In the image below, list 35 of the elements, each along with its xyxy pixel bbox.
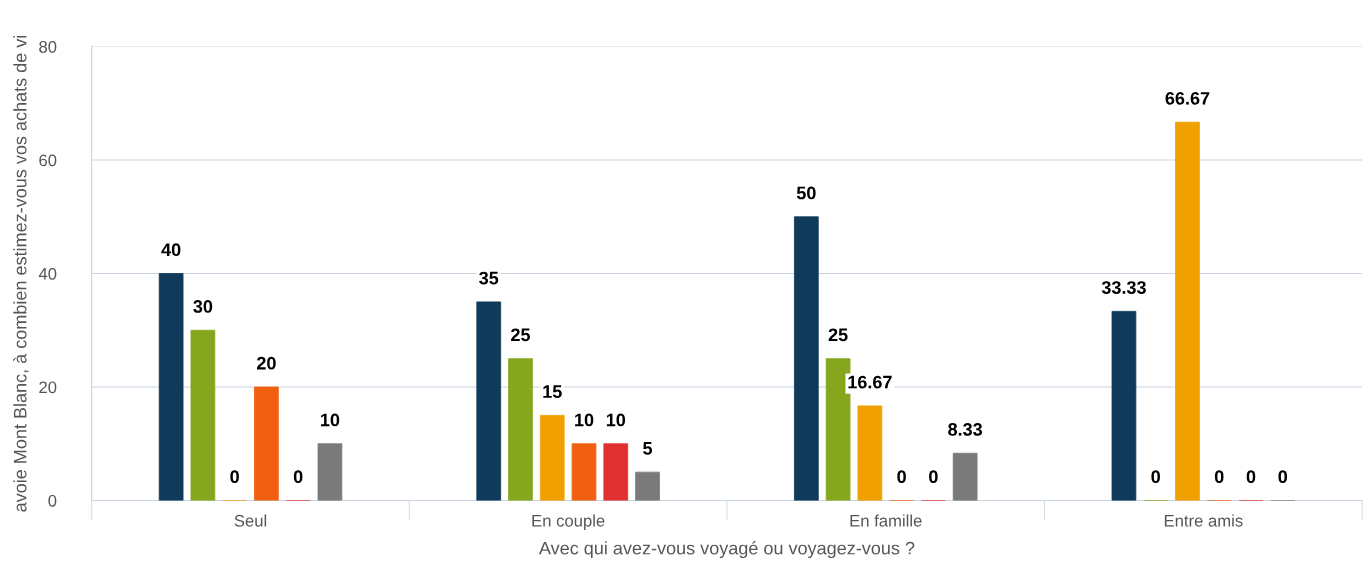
data-label: 15 (543, 385, 562, 398)
x-tick-label: Entre amis (1164, 514, 1243, 527)
data-label: 0 (230, 470, 239, 484)
data-label: 25 (828, 328, 848, 342)
data-label: 50 (796, 186, 816, 200)
data-label: 0 (293, 470, 303, 484)
data-label: 33.33 (1101, 281, 1146, 294)
data-label: 20 (256, 356, 276, 370)
y-tick-label: 20 (39, 381, 57, 394)
data-label: 35 (479, 271, 499, 285)
data-label: 16.67 (848, 375, 892, 389)
x-tick-label: En couple (532, 514, 605, 530)
data-label: 5 (643, 442, 653, 455)
data-label: 10 (606, 413, 626, 427)
data-label: 0 (1246, 470, 1256, 484)
y-axis-title: avoie Mont Blanc, à combien estimez-vous vos achats de vi (13, 35, 29, 512)
data-label: 25 (511, 328, 531, 342)
y-tick-label: 60 (39, 154, 57, 167)
x-axis-title: Avec qui avez-vous voyagé ou voyagez-vous ? (538, 541, 915, 559)
y-tick-label: 0 (48, 494, 57, 507)
data-label: 0 (1214, 470, 1224, 484)
data-label: 10 (575, 413, 594, 427)
data-label: 8.33 (948, 423, 983, 436)
data-label: 30 (193, 300, 213, 313)
y-tick-label: 80 (39, 40, 57, 53)
data-label: 10 (321, 413, 340, 427)
x-tick-label: Seul (234, 514, 267, 527)
data-label: 0 (929, 470, 938, 484)
data-label: 0 (1151, 470, 1160, 484)
data-label: 40 (161, 243, 181, 257)
data-label: 0 (1278, 470, 1288, 484)
y-tick-label: 40 (38, 267, 57, 280)
data-label: 66.67 (1165, 91, 1210, 105)
data-label: 0 (897, 470, 906, 484)
x-tick-label: En famille (850, 514, 922, 527)
